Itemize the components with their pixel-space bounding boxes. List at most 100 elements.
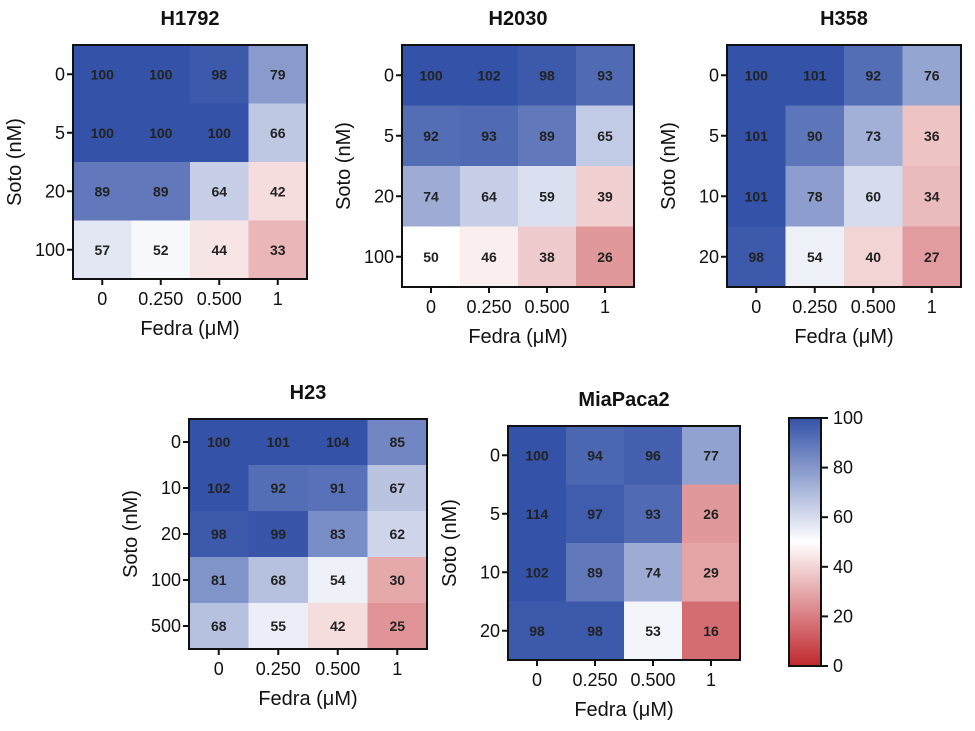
cell-value-label: 98 xyxy=(211,66,227,82)
heatmap-cell xyxy=(308,557,368,604)
heatmap-cell xyxy=(189,419,249,466)
cell-value-label: 55 xyxy=(270,618,286,634)
heatmap-cell xyxy=(367,465,428,512)
heatmap-cell xyxy=(682,601,741,661)
cell-value-label: 66 xyxy=(270,125,286,141)
heatmap-cell xyxy=(73,220,132,280)
heatmap-cell xyxy=(73,45,132,104)
heatmap-cell xyxy=(73,103,132,163)
x-tick-label: 1 xyxy=(706,670,716,690)
cell-value-label: 114 xyxy=(526,506,549,522)
y-axis-label: Soto (nM) xyxy=(658,122,680,210)
cell-value-label: 67 xyxy=(389,480,405,496)
cell-value-label: 83 xyxy=(330,526,346,542)
panel-title: MiaPaca2 xyxy=(578,389,669,411)
heatmap-cell xyxy=(367,419,428,466)
cell-value-label: 26 xyxy=(703,506,719,522)
cell-value-label: 100 xyxy=(91,66,115,82)
cell-value-label: 26 xyxy=(597,249,613,265)
y-axis-label: Soto (nM) xyxy=(439,499,461,587)
heatmap-cell xyxy=(727,45,786,106)
cell-value-label: 62 xyxy=(389,526,405,542)
colorbar-tick-label: 0 xyxy=(833,656,843,676)
heatmap-cell xyxy=(402,105,461,167)
cell-value-label: 60 xyxy=(865,188,881,204)
heatmap-cell xyxy=(189,557,249,604)
cell-value-label: 100 xyxy=(208,125,232,141)
cell-value-label: 89 xyxy=(587,564,603,580)
cell-value-label: 89 xyxy=(539,128,555,144)
cell-value-label: 25 xyxy=(389,618,405,634)
y-tick-label: 0 xyxy=(709,65,719,85)
cell-value-label: 92 xyxy=(423,128,439,144)
colorbar-tick-label: 40 xyxy=(833,557,853,577)
heatmap-cell xyxy=(131,162,191,221)
heatmap-cell xyxy=(682,543,741,602)
heatmap-cell xyxy=(402,45,461,106)
cell-value-label: 93 xyxy=(645,506,661,522)
cell-value-label: 68 xyxy=(211,618,227,634)
cell-value-label: 42 xyxy=(270,183,286,199)
heatmap-cell xyxy=(518,166,577,227)
y-tick-label: 20 xyxy=(161,524,181,544)
x-tick-label: 0.250 xyxy=(466,297,511,317)
heatmap-cell xyxy=(624,426,683,485)
cell-value-label: 90 xyxy=(807,128,823,144)
x-tick-label: 0 xyxy=(426,297,436,317)
heatmap-cell xyxy=(902,105,962,167)
cell-value-label: 44 xyxy=(211,242,227,258)
heatmap-cell xyxy=(902,166,962,227)
x-tick-label: 0 xyxy=(97,289,107,309)
heatmap-cell xyxy=(844,105,903,167)
y-tick-label: 5 xyxy=(490,504,500,524)
cell-value-label: 77 xyxy=(703,447,719,463)
cell-value-label: 27 xyxy=(924,249,940,265)
heatmap-cell xyxy=(308,603,368,650)
panel-title: H23 xyxy=(290,382,327,404)
heatmap-cell xyxy=(785,45,845,106)
y-axis-label: Soto (nM) xyxy=(4,118,26,206)
heatmap-cell xyxy=(727,166,786,227)
cell-value-label: 97 xyxy=(587,506,603,522)
heatmap-cell xyxy=(131,45,191,104)
cell-value-label: 54 xyxy=(807,249,823,265)
heatmap-cell xyxy=(248,103,308,163)
x-tick-label: 1 xyxy=(273,289,283,309)
heatmap-cell xyxy=(902,226,962,288)
x-axis-label: Fedra (μM) xyxy=(140,318,239,340)
colorbar-tick-label: 60 xyxy=(833,507,853,527)
heatmap-cell xyxy=(566,426,625,485)
heatmap-cell xyxy=(73,162,132,221)
cell-value-label: 100 xyxy=(207,434,231,450)
heatmap-cell xyxy=(844,226,903,288)
x-tick-label: 0.250 xyxy=(572,670,617,690)
cell-value-label: 94 xyxy=(587,447,603,463)
heatmap-cell xyxy=(367,557,428,604)
y-tick-label: 500 xyxy=(151,616,181,636)
x-tick-label: 1 xyxy=(392,659,402,679)
cell-value-label: 98 xyxy=(748,249,764,265)
colorbar-tick-label: 80 xyxy=(833,458,853,478)
cell-value-label: 102 xyxy=(207,480,231,496)
cell-value-label: 101 xyxy=(803,67,827,83)
cell-value-label: 74 xyxy=(645,564,661,580)
cell-value-label: 98 xyxy=(529,623,545,639)
heatmap-cell xyxy=(902,45,962,106)
y-tick-label: 0 xyxy=(384,65,394,85)
cell-value-label: 101 xyxy=(745,128,769,144)
cell-value-label: 57 xyxy=(94,242,110,258)
cell-value-label: 29 xyxy=(703,564,719,580)
y-tick-label: 20 xyxy=(699,247,719,267)
heatmap-cell xyxy=(190,103,249,163)
x-tick-label: 0.500 xyxy=(851,297,896,317)
heatmap-cell xyxy=(785,226,845,288)
cell-value-label: 99 xyxy=(270,526,286,542)
heatmap-cell xyxy=(624,601,683,661)
cell-value-label: 102 xyxy=(525,564,549,580)
heatmap-cell xyxy=(189,465,249,512)
cell-value-label: 34 xyxy=(924,188,940,204)
heatmap-cell xyxy=(508,601,567,661)
cell-value-label: 100 xyxy=(149,125,173,141)
